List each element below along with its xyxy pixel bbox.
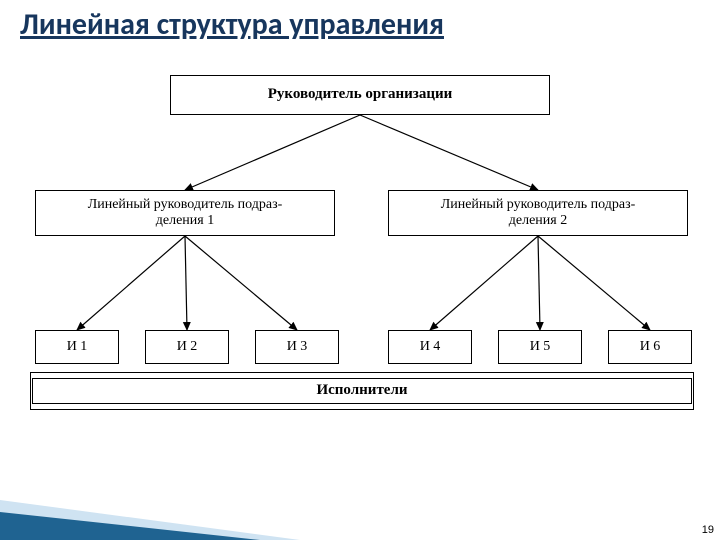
node-i2: И 2 xyxy=(145,330,229,364)
edge-mid1-i1 xyxy=(77,236,185,330)
node-i4: И 4 xyxy=(388,330,472,364)
node-mid2: Линейный руководитель подраз-деления 2 xyxy=(388,190,688,236)
node-root: Руководитель организации xyxy=(170,75,550,115)
decorative-wedge xyxy=(0,460,300,540)
edge-mid1-i3 xyxy=(185,236,297,330)
edge-mid1-i2 xyxy=(185,236,187,330)
node-mid1: Линейный руководитель подраз-деления 1 xyxy=(35,190,335,236)
edge-mid2-i6 xyxy=(538,236,650,330)
node-i1: И 1 xyxy=(35,330,119,364)
node-i6: И 6 xyxy=(608,330,692,364)
page-number: 19 xyxy=(702,524,714,536)
edge-root-mid2 xyxy=(360,115,538,190)
node-i3: И 3 xyxy=(255,330,339,364)
node-footer: Исполнители xyxy=(32,378,692,404)
edge-mid2-i4 xyxy=(430,236,538,330)
edge-root-mid1 xyxy=(185,115,360,190)
edge-mid2-i5 xyxy=(538,236,540,330)
node-i5: И 5 xyxy=(498,330,582,364)
slide-title: Линейная структура управления xyxy=(20,6,444,43)
